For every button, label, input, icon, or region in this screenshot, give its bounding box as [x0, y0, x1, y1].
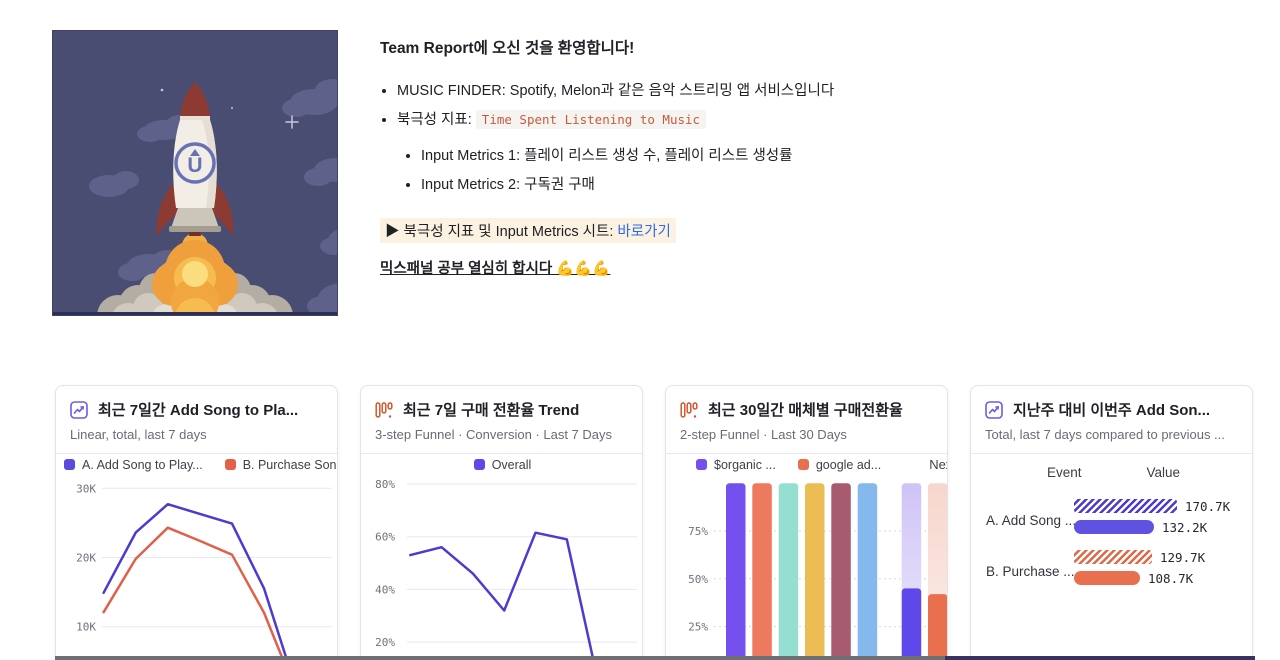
- bullet-input-metrics-1: Input Metrics 1: 플레이 리스트 생성 수, 플레이 리스트 생…: [421, 144, 1000, 165]
- chart-legend: Overall: [369, 454, 636, 475]
- card-title[interactable]: 지난주 대비 이번주 Add Son...: [1013, 402, 1211, 419]
- event-label: B. Purchase ...: [986, 563, 1075, 579]
- divider: [971, 453, 1252, 454]
- card-title[interactable]: 최근 30일간 매체별 구매전환율: [708, 402, 903, 419]
- legend-label: B. Purchase Song -...: [242, 457, 337, 472]
- legend-label: Overall: [491, 457, 532, 472]
- legend-next-4[interactable]: Next 4: [929, 457, 947, 472]
- metrics-sheet-link[interactable]: 바로가기: [617, 224, 671, 240]
- legend-label: A. Add Song to Play...: [82, 457, 203, 472]
- table-row[interactable]: B. Purchase ... 129.7K 108.7K: [971, 550, 1252, 592]
- legend-label: $organic ...: [714, 457, 776, 472]
- card-title[interactable]: 최근 7일간 Add Song to Pla...: [98, 402, 299, 419]
- svg-text:30K: 30K: [76, 482, 96, 495]
- bar-value: 129.7K: [1160, 549, 1206, 565]
- card-add-song-linear[interactable]: 최근 7일간 Add Song to Pla... Linear, total,…: [55, 385, 338, 660]
- legend-item-google-ad[interactable]: google ad...: [797, 457, 882, 472]
- line-chart[interactable]: 30K 20K 10K: [56, 475, 337, 660]
- card-header: 최근 30일간 매체별 구매전환율 2-step Funnel · Last 3…: [666, 386, 947, 442]
- event-label: A. Add Song ...: [986, 512, 1077, 528]
- svg-text:20%: 20%: [375, 636, 395, 649]
- card-media-conversion[interactable]: 최근 30일간 매체별 구매전환율 2-step Funnel · Last 3…: [665, 385, 948, 660]
- card-subtitle: Total, last 7 days compared to previous …: [985, 427, 1225, 442]
- rocket-illustration: U: [52, 30, 338, 316]
- funnel-bar-chart[interactable]: 75% 50% 25%: [666, 475, 947, 660]
- svg-text:25%: 25%: [688, 621, 708, 634]
- svg-text:U: U: [187, 154, 202, 177]
- chart-legend: $organic ... google ad... Next 4: [674, 454, 947, 475]
- bullet-north-star-label: 북극성 지표:: [397, 112, 476, 128]
- table-header: Event Value: [985, 465, 1238, 480]
- comparison-rows: A. Add Song ... 170.7K 132.2K B. Purchas…: [971, 499, 1252, 592]
- bullet-north-star: 북극성 지표: Time Spent Listening to Music: [397, 108, 1000, 129]
- divider: [666, 453, 947, 454]
- current-week-bar[interactable]: [1074, 571, 1140, 585]
- svg-text:40%: 40%: [375, 583, 395, 596]
- bullet-music-finder: MUSIC FINDER: Spotify, Melon과 같은 음악 스트리밍…: [397, 79, 1000, 100]
- bar-value: 170.7K: [1185, 498, 1231, 514]
- card-subtitle: Linear, total, last 7 days: [70, 427, 207, 442]
- card-header: 최근 7일 구매 전환율 Trend 3-step Funnel · Conve…: [361, 386, 642, 442]
- legend-swatch: [696, 459, 707, 470]
- welcome-title: Team Report에 오신 것을 환영합니다!: [380, 40, 635, 57]
- insights-icon: [70, 400, 88, 419]
- legend-item-overall[interactable]: Overall: [473, 457, 532, 472]
- bar-value: 132.2K: [1162, 519, 1208, 535]
- legend-label: google ad...: [815, 457, 882, 472]
- legend-item-add-song[interactable]: A. Add Song to Play...: [64, 458, 203, 472]
- chart-legend: A. Add Song to Play... B. Purchase Song …: [64, 454, 337, 475]
- funnel-icon: [375, 401, 393, 419]
- legend-item-purchase-song[interactable]: B. Purchase Song -...: [224, 457, 337, 472]
- cheer-message: 믹스패널 공부 열심히 합시다 💪💪💪: [380, 261, 611, 277]
- legend-swatch: [224, 459, 236, 470]
- card-week-comparison[interactable]: 지난주 대비 이번주 Add Son... Total, last 7 days…: [970, 385, 1253, 660]
- legend-swatch: [64, 459, 75, 470]
- divider: [56, 453, 337, 454]
- insights-icon: [985, 400, 1003, 419]
- svg-text:75%: 75%: [688, 525, 708, 538]
- previous-week-bar[interactable]: [1074, 499, 1177, 513]
- divider: [361, 453, 642, 454]
- cutoff-content-strip: [945, 656, 1255, 660]
- card-title[interactable]: 최근 7일 구매 전환율 Trend: [403, 402, 580, 419]
- table-row[interactable]: A. Add Song ... 170.7K 132.2K: [971, 499, 1252, 541]
- svg-text:60%: 60%: [375, 531, 395, 544]
- funnel-icon: [680, 401, 698, 419]
- card-header: 최근 7일간 Add Song to Pla... Linear, total,…: [56, 386, 337, 442]
- current-week-bar[interactable]: [1074, 520, 1154, 534]
- previous-week-bar[interactable]: [1074, 550, 1152, 564]
- svg-text:80%: 80%: [375, 478, 395, 491]
- welcome-text-block: Team Report에 오신 것을 환영합니다! MUSIC FINDER: …: [380, 36, 1000, 278]
- legend-swatch: [797, 459, 809, 470]
- cutoff-content-strip: [55, 656, 945, 660]
- bullet-list: MUSIC FINDER: Spotify, Melon과 같은 음악 스트리밍…: [380, 79, 1000, 129]
- line-chart[interactable]: 80% 60% 40% 20%: [361, 475, 642, 660]
- column-value: Value: [1146, 465, 1181, 480]
- bar-value: 108.7K: [1148, 570, 1194, 586]
- card-header: 지난주 대비 이번주 Add Son... Total, last 7 days…: [971, 386, 1252, 442]
- sub-bullet-list: Input Metrics 1: 플레이 리스트 생성 수, 플레이 리스트 생…: [380, 144, 1000, 194]
- card-subtitle: 2-step Funnel · Last 30 Days: [680, 427, 847, 442]
- column-event: Event: [1047, 465, 1082, 480]
- svg-text:20K: 20K: [76, 552, 96, 565]
- card-subtitle: 3-step Funnel · Conversion · Last 7 Days: [375, 427, 612, 442]
- callout-text: ▶ 북극성 지표 및 Input Metrics 시트:: [385, 224, 618, 240]
- svg-text:10K: 10K: [76, 621, 96, 634]
- bullet-input-metrics-2: Input Metrics 2: 구독권 구매: [421, 173, 1000, 194]
- north-star-metric-code: Time Spent Listening to Music: [475, 110, 707, 129]
- svg-text:50%: 50%: [688, 573, 708, 586]
- metrics-sheet-callout: ▶ 북극성 지표 및 Input Metrics 시트: 바로가기: [380, 218, 676, 243]
- legend-item-organic[interactable]: $organic ...: [696, 458, 776, 472]
- card-conversion-trend[interactable]: 최근 7일 구매 전환율 Trend 3-step Funnel · Conve…: [360, 385, 643, 660]
- legend-swatch: [473, 459, 485, 470]
